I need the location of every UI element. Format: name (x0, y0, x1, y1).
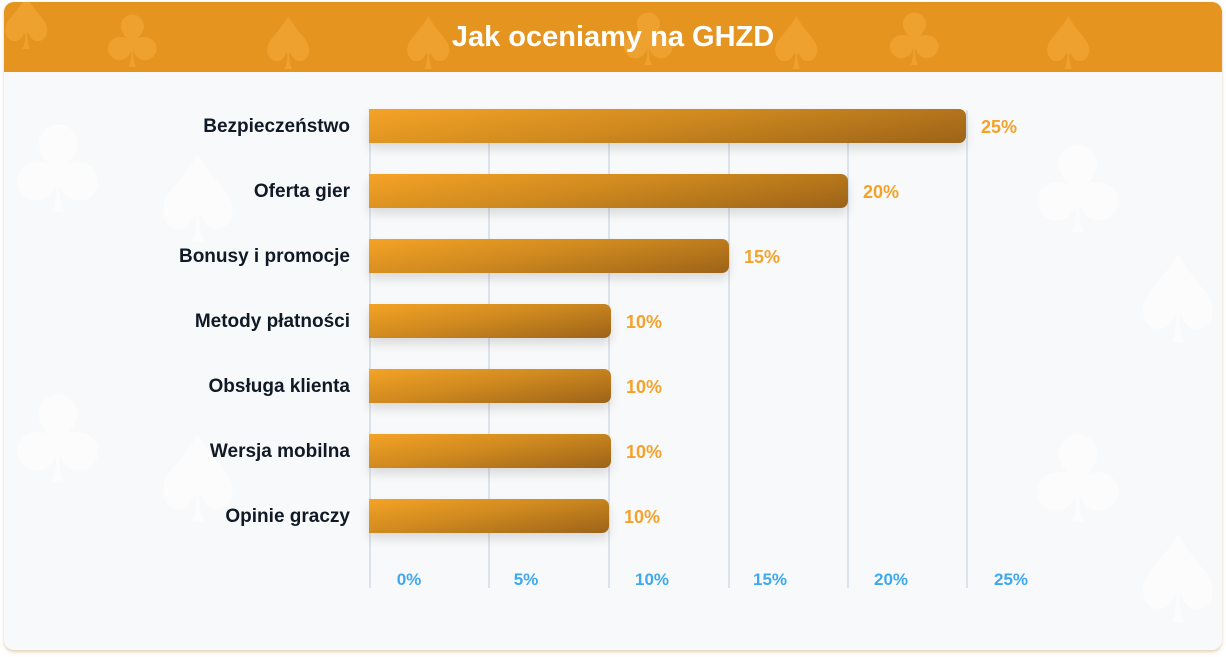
value-label: 10% (626, 377, 663, 397)
gridline-20 (847, 110, 849, 588)
gridline-5 (488, 110, 490, 588)
club-icon: ♣ (100, 2, 165, 72)
bar-bonusy (369, 239, 729, 273)
chart-title: Jak oceniamy na GHZD (451, 21, 775, 53)
club-icon: ♣ (882, 2, 947, 72)
club-icon: ♣ (1024, 122, 1132, 261)
x-tick-label: 25% (993, 570, 1029, 589)
value-label: 10% (624, 507, 661, 527)
bar-metody-platnosci (369, 304, 611, 338)
club-icon: ♣ (616, 2, 681, 72)
x-tick-label: 0% (396, 570, 422, 589)
gridline-25 (966, 110, 968, 588)
value-label: 15% (744, 247, 781, 267)
x-tick-label: 10% (634, 570, 670, 589)
spade-icon: ♠ (144, 132, 252, 271)
category-label: Obsługa klienta (208, 376, 350, 397)
spade-icon: ♠ (1036, 2, 1101, 72)
category-label: Bonusy i promocje (178, 246, 350, 267)
bar-opinie-graczy (369, 499, 609, 533)
value-label: 10% (626, 312, 663, 332)
gridline-15 (728, 110, 730, 588)
category-label: Wersja mobilna (209, 441, 350, 462)
x-tick-label: 20% (873, 570, 909, 589)
category-label: Bezpieczeństwo (203, 116, 350, 137)
x-tick-label: 5% (513, 570, 539, 589)
club-icon: ♣ (4, 102, 112, 241)
value-label: 20% (863, 182, 900, 202)
category-label: Metody płatności (194, 311, 350, 332)
spade-icon: ♠ (1124, 232, 1222, 371)
gridline-0 (369, 110, 371, 588)
chart-card: ♠ ♣ ♠ ♠ ♣ ♠ ♣ ♠ Jak oceniamy na GHZD ♣ ♠… (4, 2, 1222, 650)
bar-bezpieczenstwo (369, 109, 966, 143)
value-label: 25% (981, 117, 1018, 137)
chart-header: ♠ ♣ ♠ ♠ ♣ ♠ ♣ ♠ Jak oceniamy na GHZD (4, 2, 1222, 72)
category-label: Opinie graczy (225, 506, 350, 527)
bar-oferta-gier (369, 174, 848, 208)
spade-icon: ♠ (4, 2, 59, 66)
bar-wersja-mobilna (369, 434, 611, 468)
club-icon: ♣ (4, 372, 112, 511)
club-icon: ♣ (1024, 412, 1132, 551)
spade-icon: ♠ (396, 2, 461, 72)
spade-icon: ♠ (764, 2, 829, 72)
bar-obsluga-klienta (369, 369, 611, 403)
spade-icon: ♠ (1124, 512, 1222, 650)
category-label: Oferta gier (253, 181, 350, 202)
value-label: 10% (626, 442, 663, 462)
spade-icon: ♠ (144, 412, 252, 551)
x-tick-label: 15% (752, 570, 788, 589)
gridline-10 (608, 110, 610, 588)
spade-icon: ♠ (256, 2, 321, 72)
